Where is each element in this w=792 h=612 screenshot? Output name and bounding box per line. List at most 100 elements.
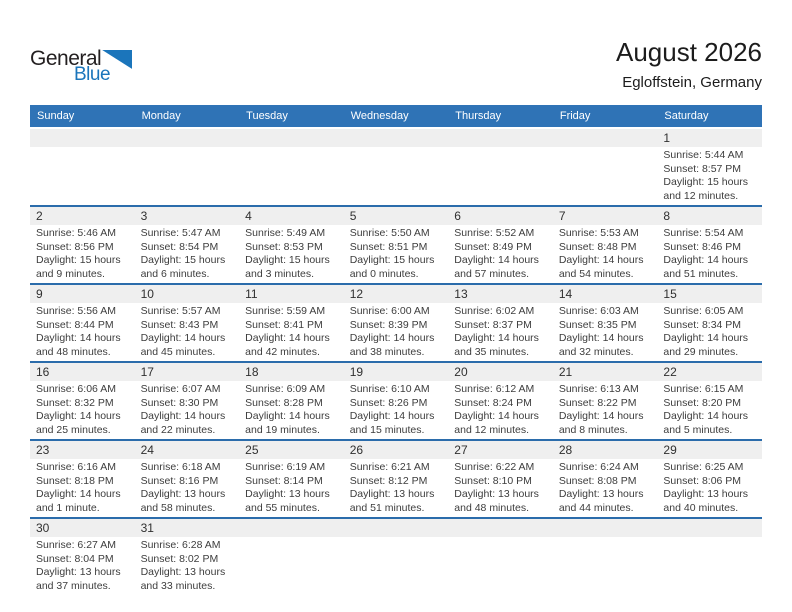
sunset-text: Sunset: 8:37 PM	[454, 318, 532, 331]
daylight-text: and 55 minutes.	[245, 501, 320, 514]
daylight-text: Daylight: 14 hours	[140, 332, 226, 344]
daylight-text: Daylight: 14 hours	[36, 332, 121, 344]
daylight-text: Daylight: 13 hours	[245, 488, 330, 500]
day-info-row: Sunrise: 6:16 AM Sunset: 8:18 PM Daylight:…	[30, 459, 762, 517]
day-cell-info: Sunrise: 5:56 AM Sunset: 8:44 PM Daylight:…	[30, 303, 135, 361]
day-cell-number: 17	[135, 363, 240, 381]
daylight-text: and 58 minutes.	[140, 501, 216, 514]
daylight-text: Daylight: 15 hours	[140, 254, 226, 266]
day-cell-number: 20	[448, 363, 553, 381]
day-number: 5	[349, 209, 357, 223]
day-cell-number: 11	[239, 285, 344, 303]
day-cell-number: 7	[553, 207, 658, 225]
sunrise-text: Sunrise: 6:03 AM	[558, 305, 639, 317]
sunset-text: Sunset: 8:41 PM	[245, 318, 323, 331]
sunset-text: Sunset: 8:57 PM	[663, 162, 742, 175]
day-cell-info: Sunrise: 6:19 AM Sunset: 8:14 PM Daylight:…	[239, 459, 344, 517]
empty-cell	[448, 147, 553, 205]
sunset-text: Sunset: 8:46 PM	[663, 240, 742, 253]
sunset-text: Sunset: 8:12 PM	[349, 474, 428, 487]
sunset-text: Sunset: 8:34 PM	[663, 318, 742, 331]
day-cell-number: 23	[30, 441, 135, 459]
day-info-row: Sunrise: 5:56 AM Sunset: 8:44 PM Daylight:…	[30, 303, 762, 361]
day-info-row: Sunrise: 6:06 AM Sunset: 8:32 PM Daylight:…	[30, 381, 762, 439]
daylight-text: Daylight: 13 hours	[558, 488, 644, 500]
day-number: 7	[558, 209, 566, 223]
day-number: 11	[245, 287, 258, 301]
day-cell-number: 13	[448, 285, 553, 303]
sunset-text: Sunset: 8:22 PM	[558, 396, 637, 409]
day-cell-info: Sunrise: 6:07 AM Sunset: 8:30 PM Daylight:…	[135, 381, 240, 439]
empty-cell	[344, 537, 449, 595]
daylight-text: Daylight: 14 hours	[245, 332, 330, 344]
empty-cell	[239, 129, 344, 147]
daylight-text: Daylight: 15 hours	[663, 176, 749, 188]
empty-cell	[135, 129, 240, 147]
daylight-text: Daylight: 13 hours	[140, 488, 226, 500]
daylight-text: Daylight: 13 hours	[454, 488, 539, 500]
sunrise-text: Sunrise: 5:47 AM	[140, 227, 221, 239]
sunset-text: Sunset: 8:20 PM	[663, 396, 742, 409]
day-cell-number: 30	[30, 519, 135, 537]
day-cell-number: 28	[553, 441, 658, 459]
sunrise-text: Sunrise: 5:49 AM	[245, 227, 326, 239]
day-cell-number: 25	[239, 441, 344, 459]
daylight-text: and 48 minutes.	[36, 345, 111, 358]
day-info-row: Sunrise: 5:46 AM Sunset: 8:56 PM Daylight:…	[30, 225, 762, 283]
day-number-band: 9 10 11 12 13 14 15	[30, 285, 762, 303]
weekday-label-wednesday: Wednesday	[350, 110, 409, 122]
day-number: 14	[558, 287, 573, 301]
day-cell-info: Sunrise: 5:47 AM Sunset: 8:54 PM Daylight:…	[135, 225, 240, 283]
empty-cell	[553, 519, 658, 537]
sunrise-text: Sunrise: 5:50 AM	[349, 227, 430, 239]
sunset-text: Sunset: 8:10 PM	[454, 474, 532, 487]
sunset-text: Sunset: 8:30 PM	[140, 396, 219, 409]
daylight-text: Daylight: 13 hours	[663, 488, 749, 500]
daylight-text: and 51 minutes.	[663, 267, 739, 280]
daylight-text: and 37 minutes.	[36, 579, 111, 592]
day-cell-number: 18	[239, 363, 344, 381]
day-cell-info: Sunrise: 5:52 AM Sunset: 8:49 PM Daylight:…	[448, 225, 553, 283]
sunrise-text: Sunrise: 6:24 AM	[558, 461, 639, 473]
daylight-text: and 35 minutes.	[454, 345, 529, 358]
sunrise-text: Sunrise: 5:59 AM	[245, 305, 326, 317]
daylight-text: Daylight: 13 hours	[140, 566, 226, 578]
day-cell-number: 27	[448, 441, 553, 459]
daylight-text: and 5 minutes.	[663, 423, 733, 436]
daylight-text: Daylight: 14 hours	[36, 488, 121, 500]
day-cell-info: Sunrise: 6:24 AM Sunset: 8:08 PM Daylight:…	[553, 459, 658, 517]
sunset-text: Sunset: 8:08 PM	[558, 474, 637, 487]
daylight-text: Daylight: 14 hours	[663, 410, 749, 422]
day-cell-info: Sunrise: 6:22 AM Sunset: 8:10 PM Daylight:…	[448, 459, 553, 517]
empty-cell	[239, 537, 344, 595]
day-cell-info: Sunrise: 5:59 AM Sunset: 8:41 PM Daylight:…	[239, 303, 344, 361]
daylight-text: and 9 minutes.	[36, 267, 105, 280]
sunrise-text: Sunrise: 6:28 AM	[140, 539, 221, 551]
daylight-text: Daylight: 15 hours	[245, 254, 330, 266]
day-cell-info: Sunrise: 6:28 AM Sunset: 8:02 PM Daylight:…	[135, 537, 240, 595]
day-cell-info: Sunrise: 6:18 AM Sunset: 8:16 PM Daylight:…	[135, 459, 240, 517]
sunrise-text: Sunrise: 5:52 AM	[454, 227, 535, 239]
day-cell-number: 16	[30, 363, 135, 381]
daylight-text: and 40 minutes.	[663, 501, 739, 514]
daylight-text: Daylight: 14 hours	[663, 332, 749, 344]
day-number: 22	[663, 365, 677, 379]
day-cell-number: 5	[344, 207, 449, 225]
day-number: 15	[663, 287, 677, 301]
daylight-text: and 12 minutes.	[454, 423, 529, 436]
daylight-text: Daylight: 14 hours	[36, 410, 121, 422]
weekday-label-saturday: Saturday	[664, 110, 709, 122]
sunrise-text: Sunrise: 6:13 AM	[558, 383, 639, 395]
day-number-band: 1	[30, 129, 762, 147]
day-number-band: 23 24 25 26 27 28 29	[30, 441, 762, 459]
sunrise-text: Sunrise: 6:21 AM	[349, 461, 430, 473]
daylight-text: and 57 minutes.	[454, 267, 529, 280]
day-cell-info: Sunrise: 5:54 AM Sunset: 8:46 PM Daylight:…	[657, 225, 762, 283]
sunrise-text: Sunrise: 6:10 AM	[349, 383, 430, 395]
week-row: 16 17 18 19 20 21 22 Sunrise: 6:06 AM Sunset: 8:…	[30, 363, 762, 441]
weekday-label-monday: Monday	[141, 110, 181, 122]
location-subtitle: Egloffstein, Germany	[622, 74, 762, 91]
day-number: 8	[663, 209, 671, 223]
day-cell-number: 14	[553, 285, 658, 303]
day-cell-info: Sunrise: 6:06 AM Sunset: 8:32 PM Daylight:…	[30, 381, 135, 439]
